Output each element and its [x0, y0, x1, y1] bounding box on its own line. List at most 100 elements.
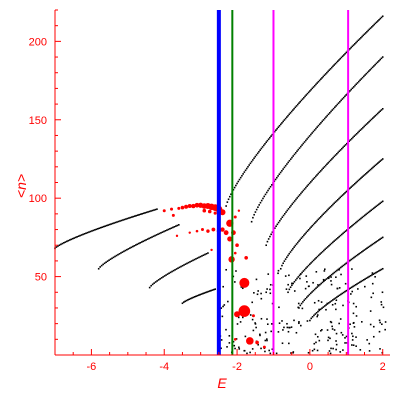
black-point	[293, 290, 296, 292]
black-point	[154, 234, 156, 237]
black-point	[341, 334, 344, 336]
black-point	[291, 203, 294, 205]
black-point	[300, 324, 302, 327]
black-point	[324, 279, 326, 281]
black-point	[259, 149, 261, 151]
y-tick-label: 150	[29, 115, 47, 127]
black-point	[200, 293, 203, 295]
black-point	[309, 90, 311, 92]
black-point	[169, 227, 171, 230]
black-point	[374, 164, 377, 167]
black-point	[269, 283, 272, 286]
black-point	[378, 111, 380, 114]
black-point	[329, 274, 332, 277]
black-point	[167, 228, 170, 231]
black-point	[304, 287, 307, 290]
black-point	[348, 140, 351, 142]
black-point	[301, 307, 304, 310]
black-point	[303, 141, 306, 143]
black-point	[351, 87, 354, 90]
black-point	[314, 175, 317, 178]
black-point	[339, 234, 342, 237]
black-point	[364, 214, 366, 217]
black-point	[301, 271, 303, 274]
black-point	[353, 256, 355, 259]
black-point	[315, 257, 317, 259]
black-point	[368, 350, 371, 352]
black-point	[341, 194, 344, 196]
black-point	[351, 185, 354, 187]
black-point	[362, 215, 365, 218]
black-point	[311, 132, 313, 134]
black-point	[195, 258, 197, 260]
x-tick-label: -2	[232, 361, 242, 373]
black-point	[251, 318, 254, 321]
black-point	[133, 244, 136, 247]
black-point	[237, 316, 240, 319]
black-point	[365, 277, 368, 279]
black-point	[335, 61, 338, 64]
black-point	[246, 352, 248, 355]
black-point	[350, 286, 353, 289]
black-point	[153, 209, 155, 211]
black-point	[326, 302, 329, 305]
black-point	[202, 254, 205, 257]
black-point	[120, 219, 123, 222]
black-point	[349, 47, 351, 50]
black-point	[306, 266, 309, 268]
black-point	[64, 241, 67, 243]
black-point	[351, 290, 354, 293]
black-point	[257, 290, 259, 292]
black-point	[320, 215, 322, 218]
black-point	[380, 268, 383, 271]
black-point	[303, 188, 306, 190]
black-point	[142, 240, 145, 243]
black-point	[306, 296, 308, 299]
black-point	[342, 232, 344, 235]
black-point	[185, 299, 188, 302]
black-point	[261, 146, 264, 148]
black-point	[292, 247, 294, 250]
black-point	[302, 270, 305, 272]
black-point	[378, 319, 381, 322]
red-point	[202, 208, 207, 213]
black-point	[384, 328, 386, 331]
black-point	[325, 304, 327, 306]
black-point	[288, 252, 291, 255]
black-point	[355, 315, 358, 317]
black-point	[172, 226, 174, 229]
black-point	[191, 297, 193, 299]
black-point	[329, 352, 332, 355]
black-point	[266, 139, 269, 142]
black-point	[252, 329, 255, 332]
black-point	[188, 298, 191, 301]
black-point	[356, 40, 359, 43]
black-point	[349, 90, 351, 92]
black-point	[364, 74, 366, 76]
black-point	[335, 308, 337, 311]
black-point	[257, 206, 259, 208]
black-point	[296, 277, 298, 280]
black-point	[343, 231, 346, 234]
black-point	[364, 278, 366, 280]
black-point	[253, 292, 255, 294]
black-point	[164, 230, 167, 232]
black-point	[322, 119, 325, 121]
black-point	[359, 129, 362, 131]
black-point	[353, 326, 356, 328]
black-point	[301, 191, 303, 193]
black-point	[362, 34, 365, 37]
black-point	[287, 254, 289, 257]
black-point	[312, 86, 315, 88]
black-point	[116, 221, 118, 223]
black-point	[327, 70, 329, 73]
black-point	[329, 337, 331, 340]
black-point	[375, 62, 378, 65]
red-point	[251, 314, 255, 318]
black-point	[324, 73, 327, 75]
black-point	[379, 238, 381, 240]
black-point	[297, 276, 300, 278]
black-point	[355, 41, 357, 44]
black-point	[67, 239, 70, 242]
black-point	[112, 256, 115, 259]
